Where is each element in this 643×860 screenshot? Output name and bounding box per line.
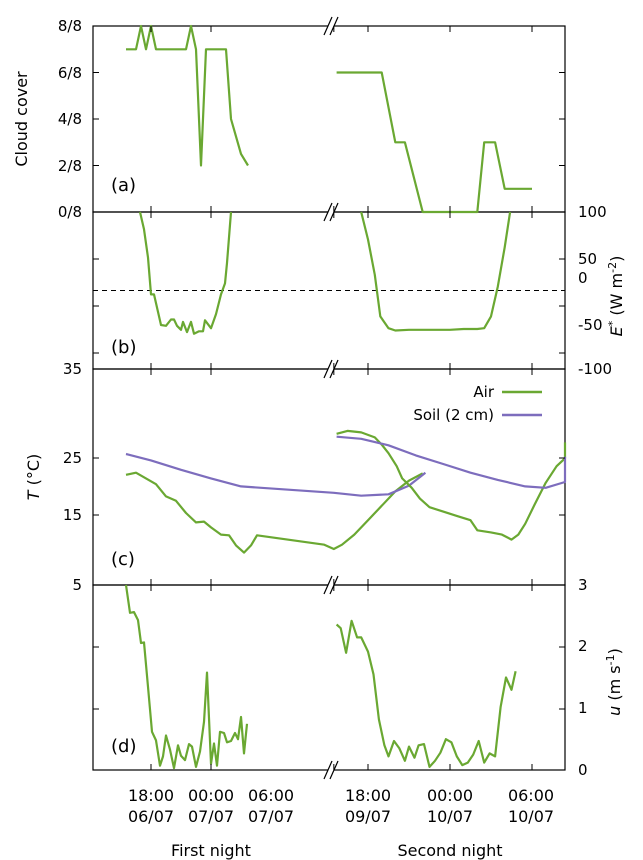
x-tick-time: 06:00 [508,786,554,805]
series-soil-2-cm-panel-c [336,435,567,489]
x-tick-date: 10/07 [427,807,473,826]
segment-label-second-night: Second night [397,841,502,860]
x-tick-time: 18:00 [345,786,391,805]
x-tick-time: 00:00 [427,786,473,805]
segment-label-first-night: First night [171,841,251,860]
panel-label-d: (d) [111,736,136,757]
axis-break-slash [323,760,333,780]
panel-label-a: (a) [111,175,136,196]
tick-label: 6/8 [58,64,82,82]
x-tick-date: 07/07 [248,807,294,826]
tick-label: -50 [578,316,603,334]
axis-break-slash [323,359,333,379]
axis-break-slash [323,16,333,36]
series-line-panel-b [138,211,233,335]
series-air-panel-c [125,471,424,554]
legend-label-soil: Soil (2 cm) [413,406,494,424]
tick-label: 25 [63,449,82,467]
axis-break-slash [323,202,333,222]
axis-break-gap [328,20,334,776]
y-axis-title-net-radiation: E* (W m-2) [606,256,626,337]
tick-label: 3 [578,576,588,594]
tick-label: 100 [578,203,607,221]
x-tick-date: 09/07 [345,807,391,826]
y-axis-title-cloud-cover: Cloud cover [12,71,31,167]
tick-label: 2/8 [58,157,82,175]
tick-label: 15 [63,506,82,524]
x-tick-date: 10/07 [508,807,554,826]
series-line-panel-a [336,71,532,214]
panel-label-b: (b) [111,337,136,358]
tick-label: 0/8 [58,203,82,221]
panel-label-c: (c) [111,549,135,570]
tick-label: 50 [578,250,597,268]
tick-label: 8/8 [58,17,82,35]
tick-label: 5 [72,576,82,594]
series-line-panel-a [126,24,249,167]
series-soil-2-cm-panel-c [125,452,427,497]
x-tick-date: 06/07 [128,807,174,826]
axis-break-slash [323,575,333,595]
tick-label: 35 [63,360,82,378]
x-tick-time: 00:00 [188,786,234,805]
series-line-panel-d [124,584,249,770]
series-line-panel-b [360,211,512,332]
x-tick-time: 18:00 [128,786,174,805]
tick-label: 0 [578,761,588,779]
tick-label: 4/8 [58,110,82,128]
x-tick-date: 07/07 [188,807,234,826]
tick-label: 0 [578,269,588,287]
y-axis-title-temperature: T (°C) [24,454,43,501]
y-axis-title-wind-speed: u (m s-1) [604,648,624,716]
tick-label: 2 [578,637,588,655]
series-air-panel-c [336,429,567,541]
series-line-panel-d [335,619,517,769]
tick-label: 1 [578,699,588,717]
tick-label: -100 [578,360,612,378]
legend-label-air: Air [473,383,494,401]
x-tick-time: 06:00 [248,786,294,805]
